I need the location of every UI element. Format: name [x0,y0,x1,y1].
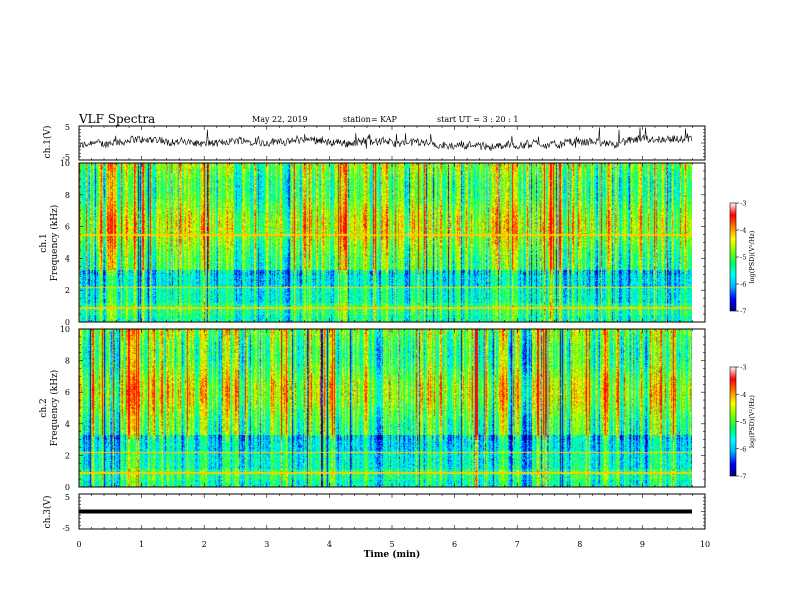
figure-title: VLF Spectra [78,112,155,126]
ch1-ytick-bottom: -5 [62,153,70,162]
colorbar-label: log(PSD)(V²/Hz) [748,395,756,448]
ch1-ytick-top: 5 [65,123,70,132]
ch2-colorbar: -3 -4 -5 -6 -7 log(PSD)(V²/Hz) [729,364,756,481]
spec-ytick-label: 6 [65,388,70,397]
ch2-spec-frame [78,328,706,488]
time-axis-tick-label: 3 [264,540,269,549]
time-axis-tick-label: 9 [640,540,645,549]
colorbar-tick-label: -7 [740,473,746,481]
station-label: station= KAP [343,115,398,124]
ch1-spec-axis-ticks [78,162,706,323]
ch1-waveform-path [79,127,693,151]
ch2-spec-ylabel2: Frequency (kHz) [49,370,60,447]
colorbar-tick-label: -6 [740,445,746,453]
start-ut-label: start UT = 3 : 20 : 1 [437,115,518,124]
ch1-ylabel: ch.1(V) [42,126,53,159]
time-axis-label: Time (min) [364,549,421,560]
colorbar-gradient [729,366,737,477]
ch1-waveform-panel: ch.1(V) 5 -5 [42,123,706,162]
spec-ytick-label: 0 [65,318,70,327]
time-axis-tick-label: 4 [327,540,332,549]
colorbar-tick-label: -7 [740,308,746,316]
time-axis-tick-label: 10 [700,540,710,549]
spec-ytick-label: 8 [65,357,70,366]
colorbar-gradient [729,202,737,312]
date-label: May 22, 2019 [252,115,308,124]
spec-ytick-label: 2 [65,286,70,295]
time-axis-tick-label: 1 [139,540,144,549]
colorbar-tick-label: -3 [740,364,746,372]
time-axis-tick-label: 0 [76,540,81,549]
ch3-ytick-bottom: -5 [62,524,70,533]
ch3-waveform-panel: ch.3(V) 5 -5 [42,493,706,533]
ch3-frame [78,493,706,530]
spec-ytick-label: 6 [65,223,70,232]
ch3-ytick-top: 5 [65,493,70,502]
ch1-spectrogram-heatmap [79,163,692,322]
time-axis-tick-label: 6 [452,540,457,549]
spectrogram-image [79,329,692,487]
ch2-spec-yticks: 0 2 4 6 8 10 [60,325,70,492]
spectrogram-image [79,163,692,322]
spec-ytick-label: 10 [60,325,70,334]
ch1-colorbar: -3 -4 -5 -6 -7 log(PSD)(V²/Hz) [729,200,756,316]
ch3-constant-line [79,509,692,514]
ch1-spec-yticks: 0 2 4 6 8 10 [60,159,70,327]
ch1-frame [78,125,706,161]
ch1-spec-frame [78,162,706,323]
time-axis: 0 1 2 3 4 5 6 7 8 9 10 [76,540,710,549]
time-axis-tick-label: 2 [202,540,207,549]
colorbar-tick-label: -5 [740,418,746,426]
time-axis-tick-label: 7 [515,540,520,549]
spec-ytick-label: 8 [65,191,70,200]
time-axis-tick-label: 8 [577,540,582,549]
spec-ytick-label: 4 [65,254,70,263]
ch1-waveform-line [79,127,693,151]
colorbar-tick-label: -5 [740,254,746,262]
ch2-spectrogram-panel: ch.2 Frequency (kHz) 0 2 4 6 8 10 -3 -4 -5 -6 -7 l… [39,325,756,492]
ch1-spec-ylabel2: Frequency (kHz) [49,205,60,282]
colorbar-label: log(PSD)(V²/Hz) [748,230,756,283]
spec-ytick-label: 4 [65,420,70,429]
colorbar-tick-label: -3 [740,200,746,208]
ch3-ylabel: ch.3(V) [42,496,53,529]
spec-ytick-label: 2 [65,451,70,460]
ch2-spectrogram-heatmap [79,329,692,487]
colorbar-tick-label: -6 [740,281,746,289]
ch2-spec-ylabel1: ch.2 [39,398,49,417]
spec-ytick-label: 10 [60,159,70,168]
ch1-spectrogram-panel: ch.1 Frequency (kHz) 0 2 4 6 8 10 -3 -4 -5 -6 -7 l… [39,159,756,327]
colorbar-tick-label: -4 [740,391,746,399]
ch1-spec-ylabel1: ch.1 [39,233,49,252]
time-axis-tick-label: 5 [389,540,394,549]
spec-ytick-label: 0 [65,483,70,492]
colorbar-tick-label: -4 [740,227,746,235]
